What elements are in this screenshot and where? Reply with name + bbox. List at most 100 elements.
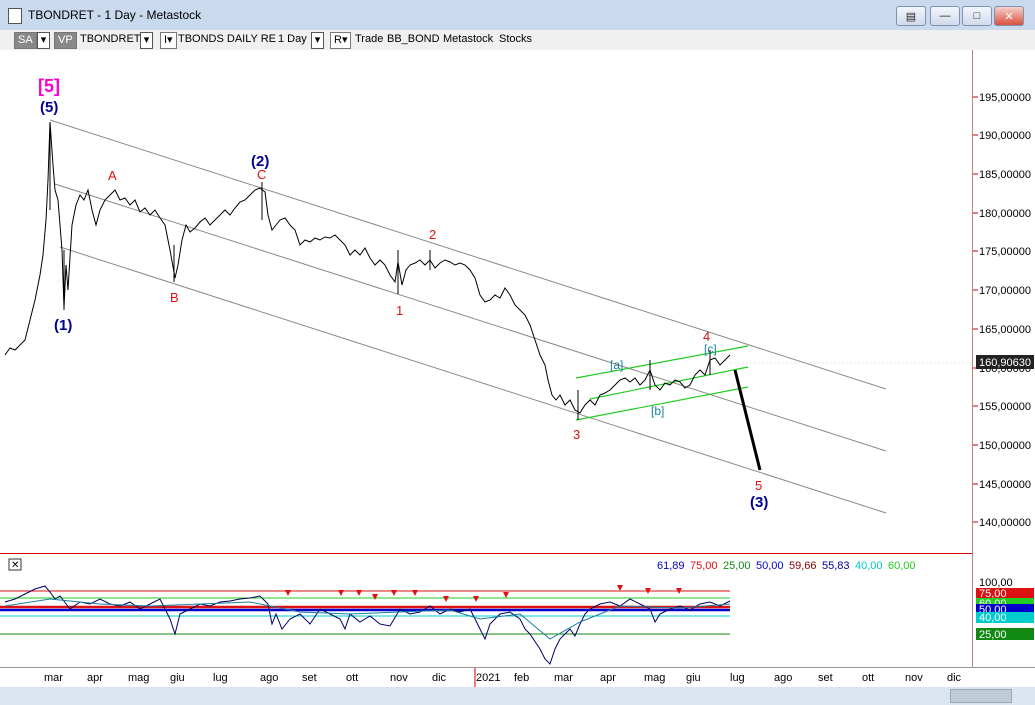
- ind-value-5: 59,66: [789, 560, 817, 572]
- channel-middle-line: [54, 183, 887, 452]
- subchannel-upper-line: [575, 345, 749, 379]
- wave-label-A: A: [108, 168, 117, 183]
- ind-tick-25: 25,00: [979, 629, 1007, 641]
- sa-dropdown[interactable]: ▾: [37, 32, 50, 49]
- date-ott-2020: ott: [346, 672, 358, 684]
- channel-upper-line: [49, 119, 887, 390]
- wave-label-5: (5): [40, 99, 58, 116]
- price-axis-svg: 195,00000 190,00000 185,00000 180,00000 …: [973, 92, 1034, 641]
- date-mar-2021: mar: [554, 672, 573, 684]
- projection-line: [733, 369, 762, 471]
- wave-label-minor-5: 5: [755, 478, 762, 493]
- price-tick-155: 155,00000: [979, 401, 1031, 413]
- window-title: TBONDRET - 1 Day - Metastock: [28, 8, 202, 22]
- period-label: 1 Day: [278, 33, 307, 45]
- date-dic-2020: dic: [432, 672, 447, 684]
- ind-value-8: 60,00: [888, 560, 916, 572]
- date-apr-2021: apr: [600, 672, 616, 684]
- r-button[interactable]: R▾: [330, 32, 352, 49]
- signal-markers: [285, 585, 682, 602]
- list-label: TBONDS DAILY RE: [178, 33, 277, 45]
- date-axis: mar apr mag giu lug ago set ott nov dic …: [0, 667, 1035, 688]
- price-tick-170: 170,00000: [979, 285, 1031, 297]
- subchannel-middle-line: [589, 366, 749, 400]
- last-price-value: 160,90630: [979, 357, 1031, 369]
- document-icon: [8, 8, 22, 24]
- indicator-pane[interactable]: ✕ 61,89 75,00 25,00 50,00 59,66 55,83 40…: [0, 553, 972, 668]
- price-axis: 195,00000 190,00000 185,00000 180,00000 …: [972, 50, 1035, 667]
- wave-label-C: C: [257, 167, 266, 182]
- period-dropdown[interactable]: ▾: [311, 32, 324, 49]
- symbol-label: TBONDRET: [80, 33, 141, 45]
- scrollbar-thumb[interactable]: [950, 689, 1012, 703]
- date-apr-2020: apr: [87, 672, 103, 684]
- oscillator-line: [4, 585, 731, 665]
- horizontal-scrollbar[interactable]: [0, 687, 1035, 705]
- ind-value-3: 25,00: [723, 560, 751, 572]
- indicator-svg[interactable]: ✕ 61,89 75,00 25,00 50,00 59,66 55,83 40…: [0, 554, 972, 668]
- wave-label-2: (2): [251, 153, 269, 170]
- close-button[interactable]: ✕: [994, 6, 1024, 26]
- date-axis-svg: mar apr mag giu lug ago set ott nov dic …: [44, 668, 962, 688]
- wave-label-1: (1): [54, 317, 72, 334]
- indicator-button[interactable]: I▾: [160, 32, 177, 49]
- type-label: Stocks: [499, 33, 533, 45]
- ind-value-2: 75,00: [690, 560, 718, 572]
- wave-label-minor-4: 4: [703, 329, 710, 344]
- wave-label-minor-1: 1: [396, 303, 403, 318]
- date-ago-2021: ago: [774, 672, 792, 684]
- date-ott-2021: ott: [862, 672, 874, 684]
- price-tick-150: 150,00000: [979, 440, 1031, 452]
- chart-window-icon[interactable]: ▤: [896, 6, 926, 26]
- oscillator-signal-line: [4, 598, 731, 640]
- price-tick-145: 145,00000: [979, 479, 1031, 491]
- date-set-2021: set: [818, 672, 833, 684]
- ind-value-4: 50,00: [756, 560, 784, 572]
- indicator-close-box[interactable]: [8, 558, 22, 571]
- ind-badge-40: [976, 612, 1034, 623]
- date-set-2020: set: [302, 672, 317, 684]
- subchannel-lower-line: [575, 386, 749, 421]
- sa-button[interactable]: SA: [14, 32, 37, 49]
- ind-badge-50: [976, 604, 1034, 615]
- date-2021: 2021: [476, 672, 500, 684]
- ind-badge-25: [976, 628, 1034, 640]
- last-price-badge: [976, 355, 1034, 369]
- price-chart-svg[interactable]: [5] (5) (1) (2) (3) A B C 1 2 3 4 5 [a] …: [0, 50, 972, 553]
- ind-tick-100: 100,00: [979, 577, 1013, 589]
- price-chart[interactable]: [5] (5) (1) (2) (3) A B C 1 2 3 4 5 [a] …: [0, 50, 972, 553]
- indicator-close-icon[interactable]: ✕: [11, 560, 19, 571]
- price-bars: [49, 122, 711, 420]
- wave-label-c: [c]: [704, 342, 717, 356]
- date-mar-2020: mar: [44, 672, 63, 684]
- date-nov-2020: nov: [390, 672, 408, 684]
- wave-label-5-major: [5]: [38, 76, 60, 96]
- symbol-dropdown[interactable]: ▾: [140, 32, 153, 49]
- wave-label-B: B: [170, 290, 179, 305]
- wave-label-b: [b]: [651, 404, 664, 418]
- wave-label-3: (3): [750, 494, 768, 511]
- ind-value-7: 40,00: [855, 560, 883, 572]
- wave-label-minor-2: 2: [429, 227, 436, 242]
- ind-tick-40: 40,00: [979, 612, 1007, 624]
- date-lug-2020: lug: [213, 672, 228, 684]
- date-giu-2020: giu: [170, 672, 185, 684]
- date-mag-2020: mag: [128, 672, 149, 684]
- date-dic-2021: dic: [947, 672, 962, 684]
- ind-value-1: 61,89: [657, 560, 685, 572]
- date-giu-2021: giu: [686, 672, 701, 684]
- date-ago-2020: ago: [260, 672, 278, 684]
- date-nov-2021: nov: [905, 672, 923, 684]
- source-label: Metastock: [443, 33, 494, 45]
- maximize-button[interactable]: □: [962, 6, 992, 26]
- price-tick-180: 180,00000: [979, 208, 1031, 220]
- wave-label-minor-3: 3: [573, 427, 580, 442]
- vp-button[interactable]: VP: [54, 32, 77, 49]
- price-tick-165: 165,00000: [979, 324, 1031, 336]
- price-series: [4, 121, 731, 414]
- price-tick-185: 185,00000: [979, 169, 1031, 181]
- ind-tick-75: 75,00: [979, 588, 1007, 600]
- ind-badge-75: [976, 588, 1034, 599]
- price-tick-195: 195,00000: [979, 92, 1031, 104]
- minimize-button[interactable]: —: [930, 6, 960, 26]
